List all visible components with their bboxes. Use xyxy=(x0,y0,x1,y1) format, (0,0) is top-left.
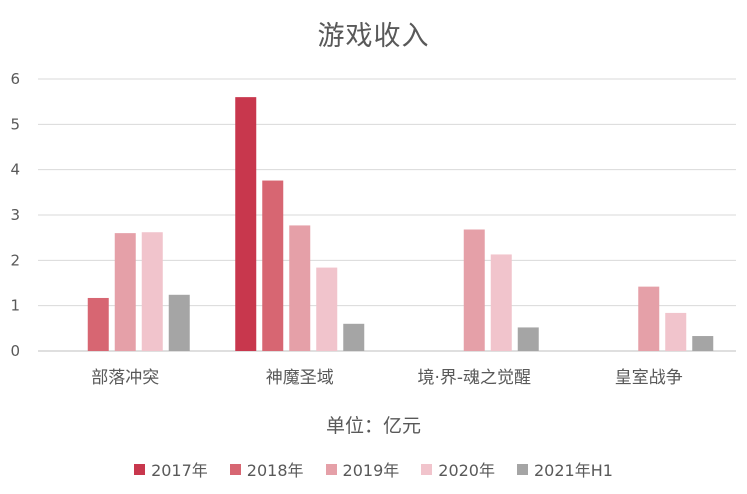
legend-item: 2020年 xyxy=(421,457,495,481)
y-tick-label: 4 xyxy=(10,161,20,179)
legend: 2017年 2018年 2019年 2020年 2021年H1 xyxy=(0,457,747,481)
y-tick-label: 5 xyxy=(10,115,20,133)
legend-item: 2021年H1 xyxy=(517,457,613,481)
legend-swatch xyxy=(229,463,241,475)
bar-2021年H1-皇室战争 xyxy=(692,336,714,351)
legend-label: 2018年 xyxy=(246,461,304,480)
legend-item: 2019年 xyxy=(325,457,400,481)
bar-2020年-境·界-魂之觉醒 xyxy=(490,254,512,351)
legend-label: 2019年 xyxy=(342,461,400,480)
legend-swatch xyxy=(325,463,337,475)
bar-2018年-部落冲突 xyxy=(87,297,109,351)
y-tick-label: 1 xyxy=(10,297,20,315)
bar-2020年-神魔圣域 xyxy=(316,267,338,351)
legend-item: 2018年 xyxy=(229,457,304,481)
y-tick-label: 6 xyxy=(10,70,20,88)
bar-2019年-部落冲突 xyxy=(114,233,136,351)
legend-label: 2017年 xyxy=(151,461,208,480)
bar-2019年-神魔圣域 xyxy=(289,225,311,351)
x-category-label: 境·界-魂之觉醒 xyxy=(417,368,531,388)
legend-label: 2021年H1 xyxy=(534,461,613,480)
bar-2021年H1-境·界-魂之觉醒 xyxy=(517,327,539,351)
bar-2020年-皇室战争 xyxy=(665,312,687,351)
bar-2018年-神魔圣域 xyxy=(262,180,284,351)
y-tick-label: 2 xyxy=(10,251,20,269)
legend-swatch xyxy=(421,463,433,475)
bar-2021年H1-神魔圣域 xyxy=(343,323,365,351)
bar-2019年-境·界-魂之觉醒 xyxy=(463,229,485,351)
x-axis-label: 单位：亿元 xyxy=(325,415,421,437)
chart-title: 游戏收入 xyxy=(317,21,430,52)
x-category-label: 皇室战争 xyxy=(615,368,683,388)
x-category-label: 神魔圣域 xyxy=(266,368,334,388)
y-tick-label: 0 xyxy=(10,342,20,360)
legend-label: 2020年 xyxy=(438,461,495,480)
y-tick-label: 3 xyxy=(10,206,20,224)
legend-swatch xyxy=(134,463,146,475)
x-category-label: 部落冲突 xyxy=(91,368,159,388)
legend-swatch xyxy=(517,463,528,475)
bar-2017年-神魔圣域 xyxy=(235,97,257,351)
legend-item: 2017年 xyxy=(134,457,208,481)
bar-2020年-部落冲突 xyxy=(141,232,163,351)
bar-2019年-皇室战争 xyxy=(638,286,660,351)
bar-2021年H1-部落冲突 xyxy=(168,294,190,351)
